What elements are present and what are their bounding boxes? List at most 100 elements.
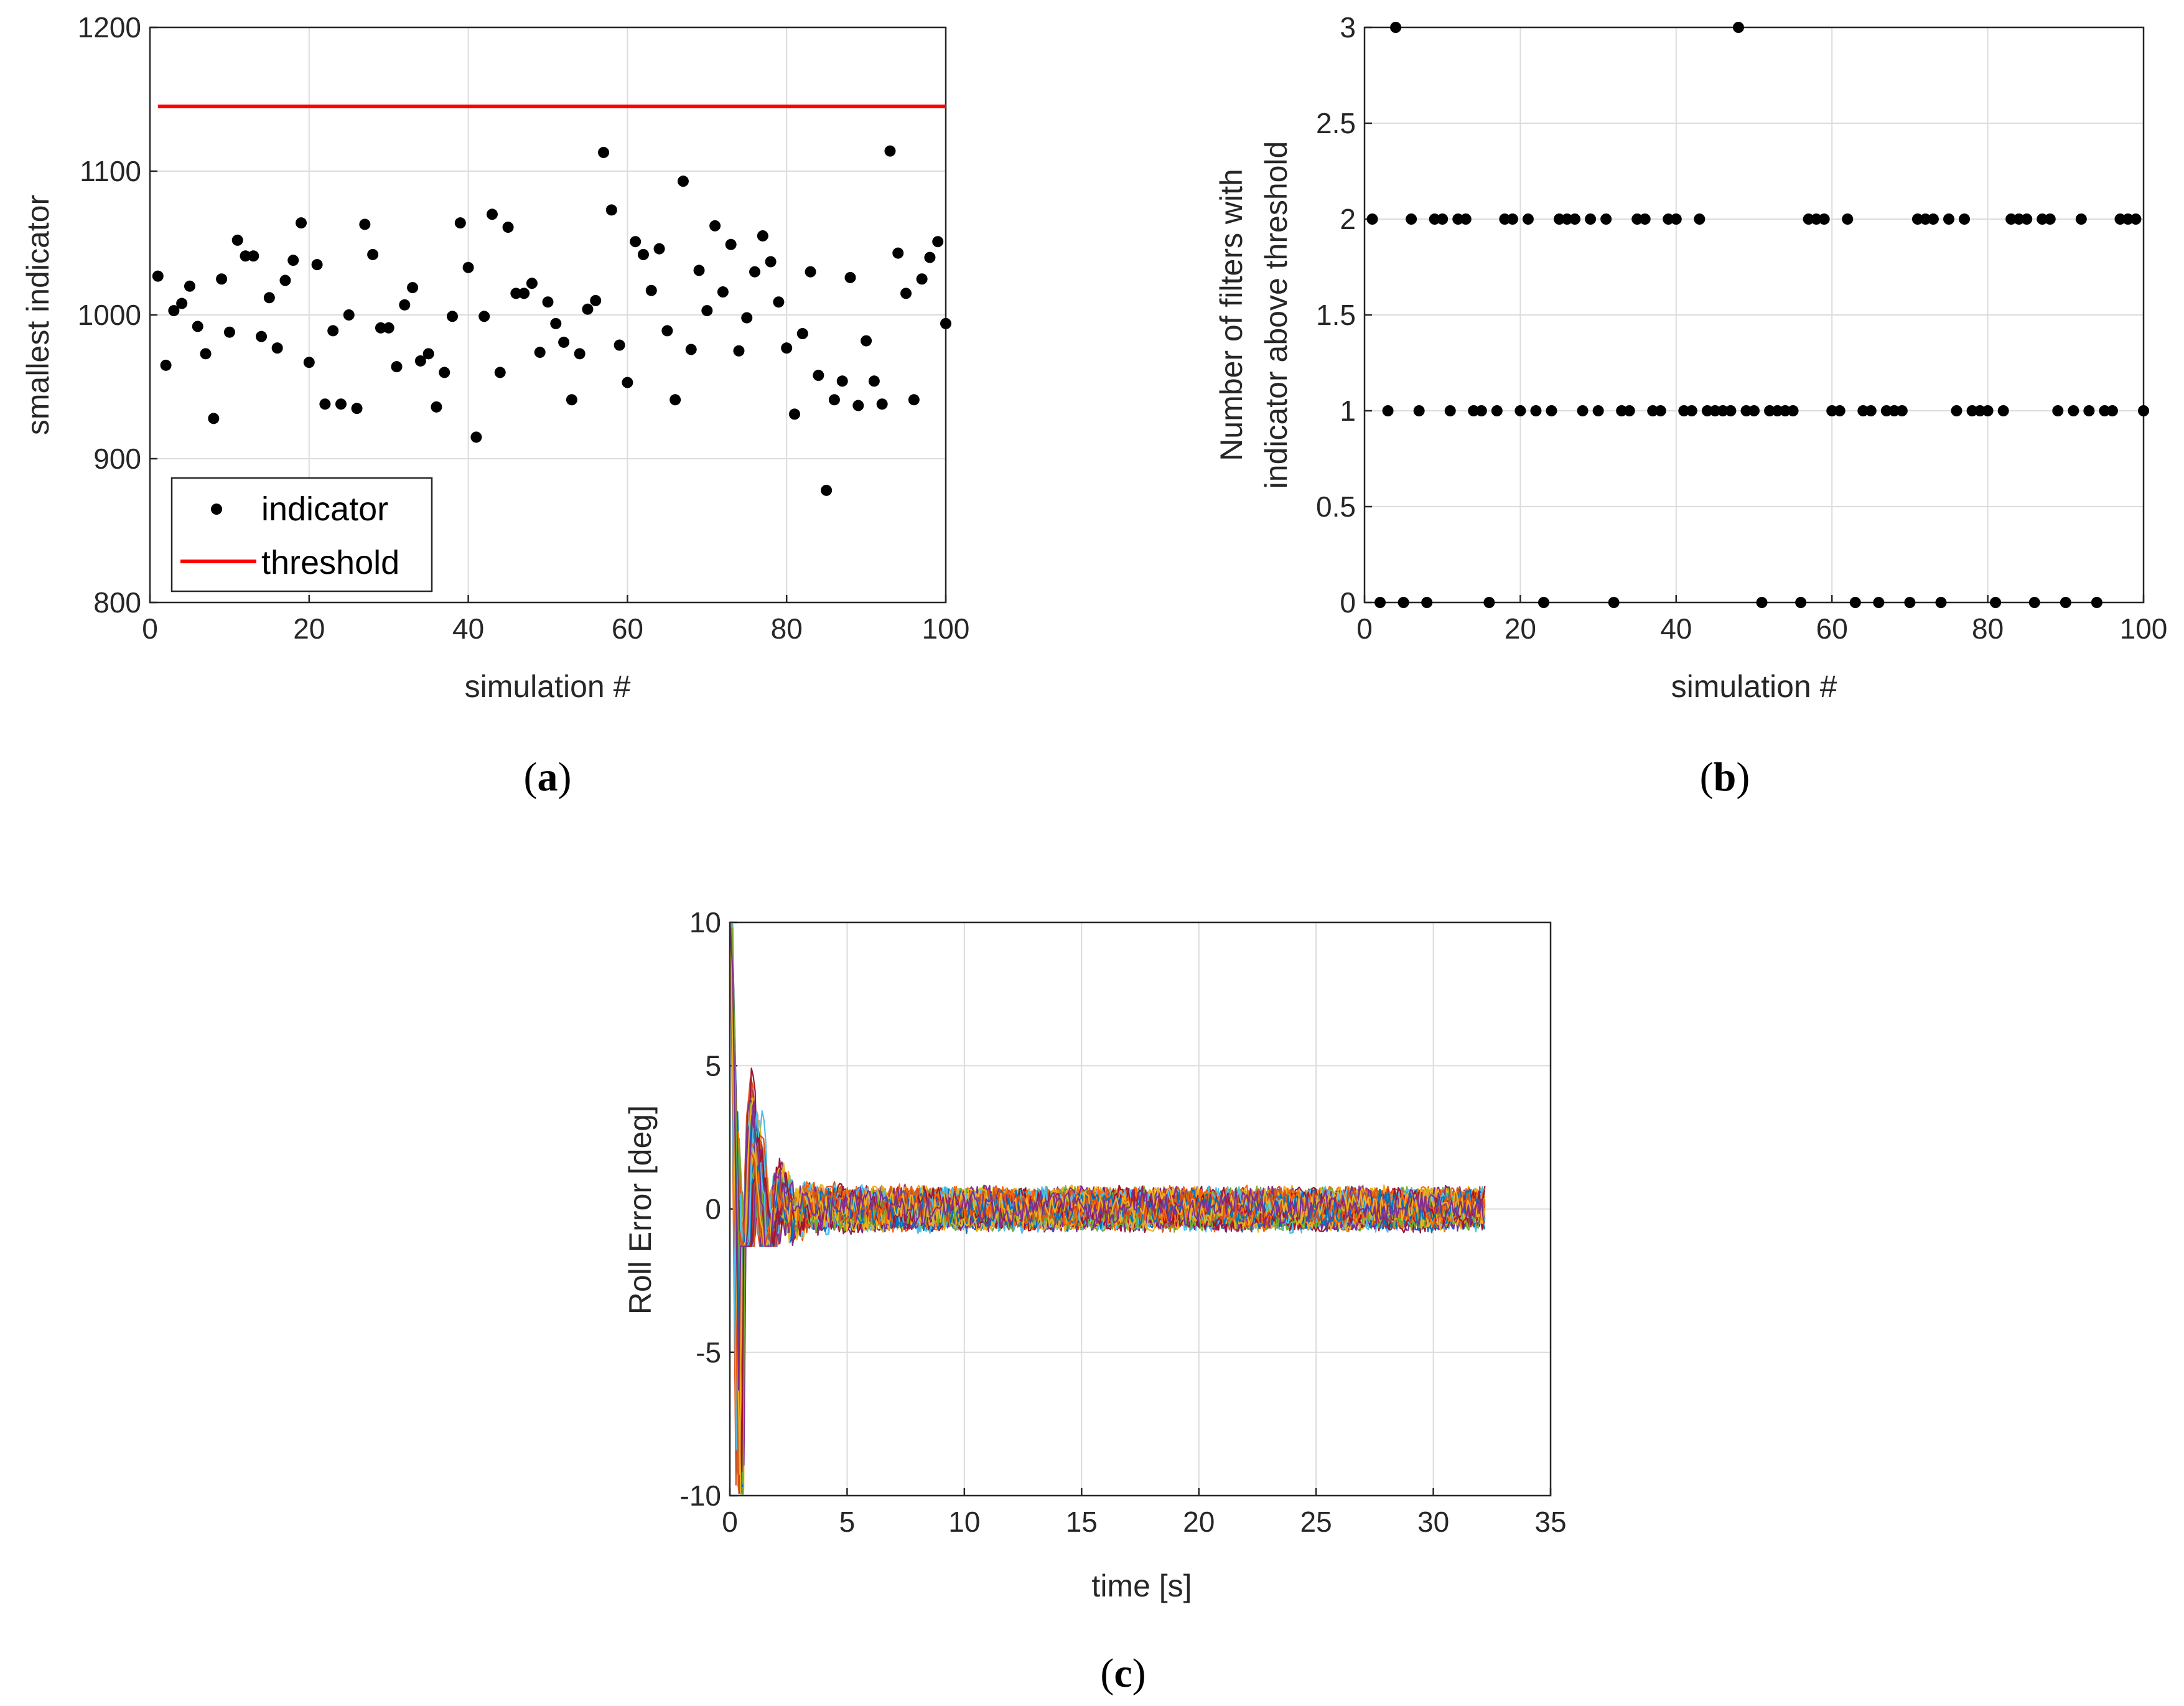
filter-count-point (1771, 405, 1783, 416)
indicator-point (813, 370, 824, 382)
roll-error-trace (730, 922, 1485, 1432)
filter-count-point (1865, 405, 1877, 416)
roll-error-trace (730, 922, 1485, 1389)
filter-count-point (1880, 405, 1892, 416)
filter-count-point (1491, 405, 1503, 416)
chart-b-ytick-label: 2 (1340, 203, 1356, 235)
filter-count-point (1997, 405, 2009, 416)
indicator-point (582, 303, 594, 315)
chart-b-xtick-label: 100 (2120, 612, 2168, 645)
filter-count-point (1554, 213, 1565, 225)
legend-indicator-marker (211, 504, 222, 515)
legend-indicator-label: indicator (261, 490, 388, 528)
filter-count-point (1888, 405, 1900, 416)
indicator-point (645, 284, 657, 296)
roll-error-trace (730, 922, 1485, 1383)
indicator-point (637, 248, 649, 260)
filter-count-point (2106, 405, 2118, 416)
roll-error-trace (730, 922, 1485, 1426)
chart-b-ytick-label: 2.5 (1316, 107, 1356, 139)
filter-count-point (1514, 405, 1526, 416)
chart-a-ytick-label: 1000 (78, 299, 141, 331)
roll-error-trace (730, 922, 1485, 1439)
indicator-point (279, 274, 291, 286)
panel-a-label: (a) (524, 754, 572, 800)
chart-a-tick-labels: 0 20 40 60 80 100 800 900 1000 1100 1200 (78, 11, 970, 645)
chart-c-ytick-label: 10 (689, 906, 721, 939)
chart-c-xlabel: time [s] (1091, 1568, 1192, 1603)
filter-count-point (1694, 213, 1706, 225)
chart-b-grid (1363, 26, 2145, 604)
roll-error-trace (730, 922, 1485, 1428)
indicator-point (168, 305, 180, 317)
roll-error-trace (730, 922, 1486, 1386)
indicator-point (717, 286, 729, 298)
indicator-point (693, 265, 705, 276)
filter-count-point (1600, 213, 1612, 225)
indicator-point (622, 377, 633, 388)
roll-error-trace (730, 922, 1485, 1401)
roll-error-trace (730, 922, 1485, 1405)
indicator-point (670, 394, 681, 406)
chart-b-xlabel: simulation # (1671, 669, 1837, 704)
filter-count-point (1780, 405, 1791, 416)
filter-count-point (1398, 597, 1409, 608)
filter-count-point (1538, 597, 1549, 608)
chart-b-ytick-label: 1 (1340, 395, 1356, 427)
roll-error-trace (730, 922, 1485, 1417)
filter-count-point (1577, 405, 1589, 416)
filter-count-point (1873, 597, 1885, 608)
roll-error-trace (730, 922, 1485, 1446)
indicator-point (359, 218, 371, 230)
chart-b-ytick-label: 0.5 (1316, 490, 1356, 523)
chart-c-xtick-label: 15 (1066, 1506, 1098, 1538)
filter-count-point (1857, 405, 1869, 416)
indicator-point (502, 222, 514, 233)
filter-count-point (1468, 405, 1480, 416)
filter-count-point (1670, 213, 1682, 225)
chart-b-xtick-label: 0 (1356, 612, 1373, 645)
filter-count-point (2060, 597, 2071, 608)
indicator-point (399, 299, 411, 311)
filter-count-point (1608, 597, 1620, 608)
filter-count-point (1382, 405, 1394, 416)
filter-count-point (1842, 213, 1854, 225)
indicator-point (781, 342, 793, 354)
chart-c-ytick-label: -10 (680, 1479, 721, 1512)
indicator-point (422, 348, 434, 360)
indicator-point (653, 243, 665, 255)
indicator-point (303, 357, 315, 368)
chart-b-xtick-label: 60 (1816, 612, 1848, 645)
indicator-point (558, 336, 570, 348)
filter-count-point (1803, 213, 1814, 225)
chart-a-xtick-label: 60 (612, 612, 643, 645)
roll-error-trace (730, 922, 1484, 1420)
indicator-point (828, 394, 840, 406)
indicator-point (486, 209, 498, 220)
chart-c-lines (730, 922, 1486, 1496)
roll-error-trace (730, 922, 1486, 1386)
filter-count-point (1795, 597, 1807, 608)
filter-count-point (1920, 213, 1931, 225)
indicator-point (311, 259, 323, 271)
filter-count-point (1732, 22, 1744, 33)
indicator-point (263, 292, 275, 304)
chart-b-ytick-label: 0 (1340, 586, 1356, 619)
indicator-point (861, 335, 872, 347)
filter-count-point (1374, 597, 1386, 608)
indicator-point (447, 311, 459, 322)
filter-count-point (1639, 213, 1651, 225)
indicator-point (271, 342, 283, 354)
filter-count-point (1561, 213, 1573, 225)
roll-error-trace (730, 922, 1484, 1388)
filter-count-point (1686, 405, 1697, 416)
filter-count-point (1990, 597, 2002, 608)
indicator-point (152, 270, 164, 282)
chart-b: 0 20 40 60 80 100 0 0.5 1 1.5 2 2.5 3 simulation # N… (1214, 11, 2167, 800)
indicator-point (574, 348, 586, 360)
indicator-point (319, 398, 331, 410)
indicator-point (932, 236, 944, 248)
indicator-point (391, 361, 403, 373)
indicator-point (916, 273, 928, 285)
